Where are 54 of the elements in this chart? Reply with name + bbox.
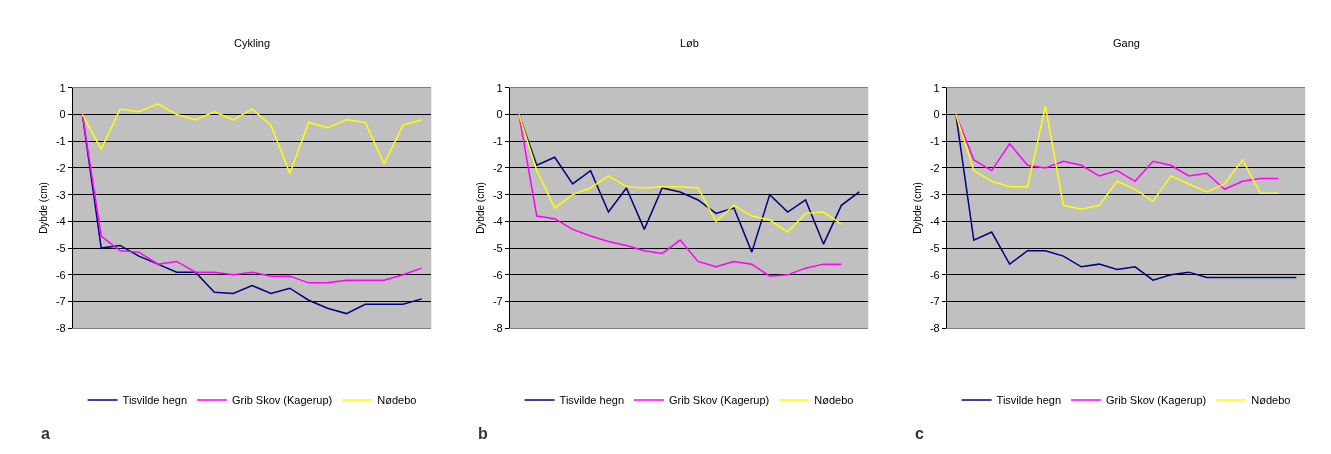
y-tick-label: -2 xyxy=(929,161,940,174)
y-tick-label: 0 xyxy=(496,108,503,121)
legend-label: Nødebo xyxy=(377,394,417,407)
line-series xyxy=(955,105,1280,211)
y-tick-label: -5 xyxy=(492,241,503,254)
text: b xyxy=(478,425,488,442)
y-tick-label: -8 xyxy=(55,322,66,335)
legend-label: Nødebo xyxy=(814,394,854,407)
y-tick-label: -4 xyxy=(55,215,66,228)
y-tick-label: -2 xyxy=(55,161,66,174)
y-tick-label: -6 xyxy=(929,268,940,281)
y-tick-label: -7 xyxy=(55,295,66,308)
y-tick-label: 1 xyxy=(59,81,66,94)
legend-label: Tisvilde hegn xyxy=(996,394,1061,407)
y-tick-label: -4 xyxy=(492,215,503,228)
y-tick-label: -6 xyxy=(55,268,66,281)
y-tick-label: 1 xyxy=(933,81,940,94)
y-tick-label: -8 xyxy=(492,322,503,335)
y-tick-label: -8 xyxy=(929,322,940,335)
y-axis-title: Dybde (cm) xyxy=(474,182,486,234)
y-tick-label: -1 xyxy=(55,135,66,148)
legend-label: Tisvilde hegn xyxy=(559,394,624,407)
text: a xyxy=(41,425,50,442)
line-series xyxy=(81,103,423,175)
y-tick-label: -3 xyxy=(55,188,66,201)
line-series xyxy=(81,113,423,284)
y-tick-label: -5 xyxy=(55,241,66,254)
y-tick-label: -3 xyxy=(492,188,503,201)
y-tick-label: -5 xyxy=(929,241,940,254)
chart-title: Cykling xyxy=(234,37,271,49)
chart-title: Gang xyxy=(1113,37,1140,49)
y-tick-label: -2 xyxy=(492,161,503,174)
y-tick-label: -1 xyxy=(492,135,503,148)
legend-label: Tisvilde hegn xyxy=(122,394,187,407)
y-tick-label: -4 xyxy=(929,215,940,228)
line-series xyxy=(955,113,1298,281)
y-tick-label: -6 xyxy=(492,268,503,281)
chart-title: Løb xyxy=(680,37,699,49)
y-tick-label: -3 xyxy=(929,188,940,201)
y-tick-label: 0 xyxy=(59,108,66,121)
y-tick-label: -7 xyxy=(929,295,940,308)
y-axis-title: Dybde (cm) xyxy=(911,182,923,234)
y-axis-title: Dybde (cm) xyxy=(37,182,49,234)
y-tick-label: 1 xyxy=(496,81,503,94)
legend-label: Grib Skov (Kagerup) xyxy=(669,394,770,407)
y-tick-label: 0 xyxy=(933,108,940,121)
text: c xyxy=(915,425,924,442)
legend-label: Grib Skov (Kagerup) xyxy=(232,394,333,407)
legend-label: Nødebo xyxy=(1251,394,1291,407)
legend-label: Grib Skov (Kagerup) xyxy=(1106,394,1207,407)
line-series xyxy=(518,113,843,233)
line-series xyxy=(518,113,843,277)
y-tick-label: -1 xyxy=(929,135,940,148)
y-tick-label: -7 xyxy=(492,295,503,308)
